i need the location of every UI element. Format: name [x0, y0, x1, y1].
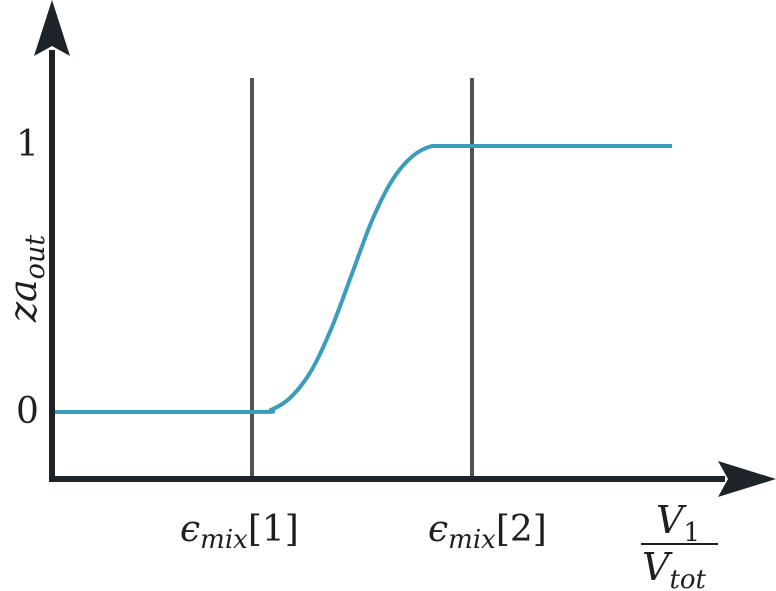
x-label-denominator: Vtot	[642, 545, 707, 591]
marker-lines	[252, 78, 472, 479]
marker-label-1: ϵmix[1]	[180, 509, 299, 555]
marker-label-2-main: ϵ	[428, 509, 448, 550]
marker-label-2-index: [2]	[496, 509, 547, 550]
marker-label-1-sub: mix	[200, 525, 248, 555]
y-tick-label-0: 0	[16, 391, 39, 432]
x-label-numerator-base: V	[656, 498, 687, 542]
marker-label-2-sub: mix	[448, 525, 496, 555]
y-axis-label-base: za	[1, 279, 45, 323]
marker-label-1-index: [1]	[248, 509, 299, 550]
y-axis-label-sub: out	[20, 235, 51, 280]
series-curve	[52, 146, 672, 412]
y-axis-label: zaout	[1, 235, 51, 323]
marker-label-2: ϵmix[2]	[428, 509, 547, 555]
x-label-numerator: V1	[656, 498, 700, 548]
x-axis-arrow-icon	[718, 461, 776, 497]
y-axis-arrow-icon	[34, 0, 70, 56]
marker-label-1-main: ϵ	[180, 509, 200, 550]
x-label-denominator-sub: tot	[669, 565, 706, 591]
y-tick-label-1: 1	[16, 124, 39, 165]
x-label-denominator-base: V	[642, 545, 673, 589]
